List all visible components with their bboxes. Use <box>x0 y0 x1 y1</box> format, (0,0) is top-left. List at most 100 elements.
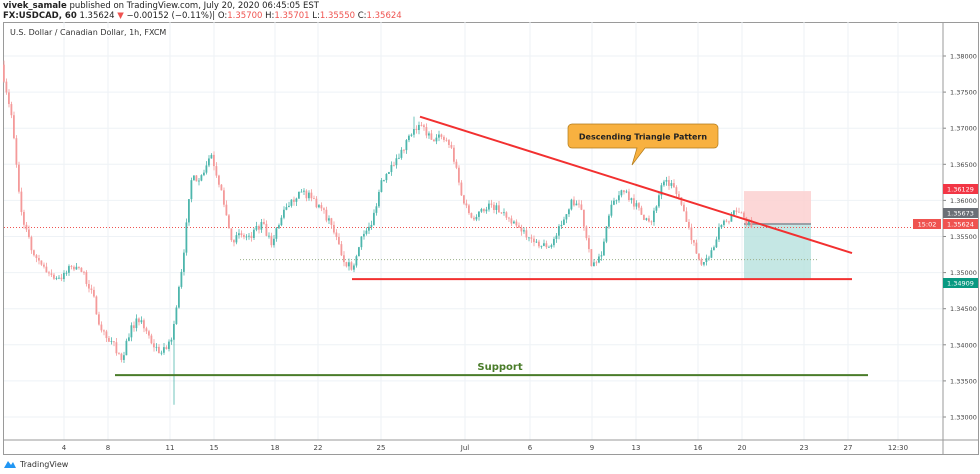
candle <box>490 203 493 205</box>
candle <box>388 172 390 174</box>
candle <box>465 203 468 206</box>
candle <box>200 175 203 181</box>
candle <box>720 224 723 228</box>
candle <box>5 81 8 93</box>
time-tick-label: 22 <box>314 444 323 452</box>
candle <box>628 191 630 201</box>
price-tick-label: 1.36500 <box>950 161 977 169</box>
candle <box>108 338 110 342</box>
tradingview-logo[interactable]: TradingView <box>3 459 68 469</box>
candle <box>415 129 418 131</box>
candle <box>343 255 345 263</box>
price-axis-badge-label: 1.35673 <box>947 210 974 218</box>
author-name[interactable]: vivek_samale <box>3 1 67 11</box>
candle <box>133 325 135 329</box>
candle <box>345 262 348 267</box>
price-tick-label: 1.36000 <box>950 197 977 205</box>
candle <box>588 238 590 250</box>
price-tick-label: 1.37000 <box>950 125 977 133</box>
candle <box>713 247 715 251</box>
candle <box>260 222 263 230</box>
candle <box>85 272 88 284</box>
candle <box>250 235 253 238</box>
candle <box>148 331 150 336</box>
time-tick-label: 18 <box>271 444 280 452</box>
candle <box>688 221 690 228</box>
candle <box>738 211 740 213</box>
candle <box>225 204 228 216</box>
candle <box>298 191 300 199</box>
candle <box>190 180 193 200</box>
price-tick-label: 1.34500 <box>950 305 977 313</box>
candle <box>233 240 235 243</box>
candle <box>675 187 678 195</box>
candle <box>115 342 118 354</box>
candle <box>48 272 50 274</box>
candle <box>515 221 518 226</box>
candle <box>418 124 420 131</box>
candle <box>593 262 595 267</box>
candle <box>100 324 103 331</box>
time-tick-label: 15 <box>210 444 219 452</box>
price-tick-label: 1.38000 <box>950 53 977 61</box>
candle <box>608 215 610 227</box>
close-label: C: <box>357 11 367 21</box>
candle <box>293 199 295 202</box>
time-tick-label: 16 <box>694 444 703 452</box>
candle <box>600 255 603 257</box>
candle <box>475 216 478 220</box>
candle <box>718 227 720 240</box>
candle <box>485 209 488 212</box>
candle <box>338 236 340 245</box>
candle <box>640 207 643 215</box>
descending-trendline <box>419 115 853 255</box>
candle <box>483 209 485 212</box>
candle <box>385 173 388 181</box>
price-tick-label: 1.34000 <box>950 341 977 349</box>
price-axis-badge <box>943 278 978 288</box>
candle <box>528 237 530 239</box>
candle <box>90 288 93 290</box>
candle <box>570 199 573 210</box>
candle <box>105 331 108 339</box>
price-axis-badge-label: 15:02 <box>918 221 937 229</box>
candle <box>523 230 525 232</box>
candle <box>488 203 490 210</box>
time-tick-label: 25 <box>377 444 386 452</box>
time-tick-label: 9 <box>590 444 594 452</box>
candle <box>668 180 670 186</box>
candle <box>728 221 730 223</box>
time-tick-label: 13 <box>632 444 641 452</box>
candle <box>398 157 400 159</box>
candle <box>340 244 343 256</box>
candle <box>580 204 583 210</box>
candle <box>685 211 688 222</box>
candle <box>648 218 650 222</box>
candle <box>695 242 698 254</box>
candle <box>280 217 283 226</box>
candle <box>478 211 480 217</box>
price-axis-badge <box>943 184 978 194</box>
candle <box>655 206 658 211</box>
candle <box>183 252 185 272</box>
candle <box>618 195 620 201</box>
candle <box>73 266 75 270</box>
candle <box>705 258 708 263</box>
candle <box>168 341 170 349</box>
candle <box>583 209 585 227</box>
candle <box>740 212 743 214</box>
change: −0.00152 (−0.11%) <box>126 11 213 21</box>
time-tick-label: 6 <box>528 444 533 452</box>
candle <box>375 206 378 213</box>
candle <box>503 212 505 214</box>
candle <box>270 235 273 246</box>
candle <box>605 226 608 242</box>
candle <box>175 307 178 324</box>
candle <box>218 175 220 185</box>
candle <box>258 226 260 230</box>
candle <box>230 228 233 241</box>
candle <box>75 266 78 270</box>
candle <box>363 233 365 237</box>
open-value: 1.35700 <box>227 11 263 21</box>
